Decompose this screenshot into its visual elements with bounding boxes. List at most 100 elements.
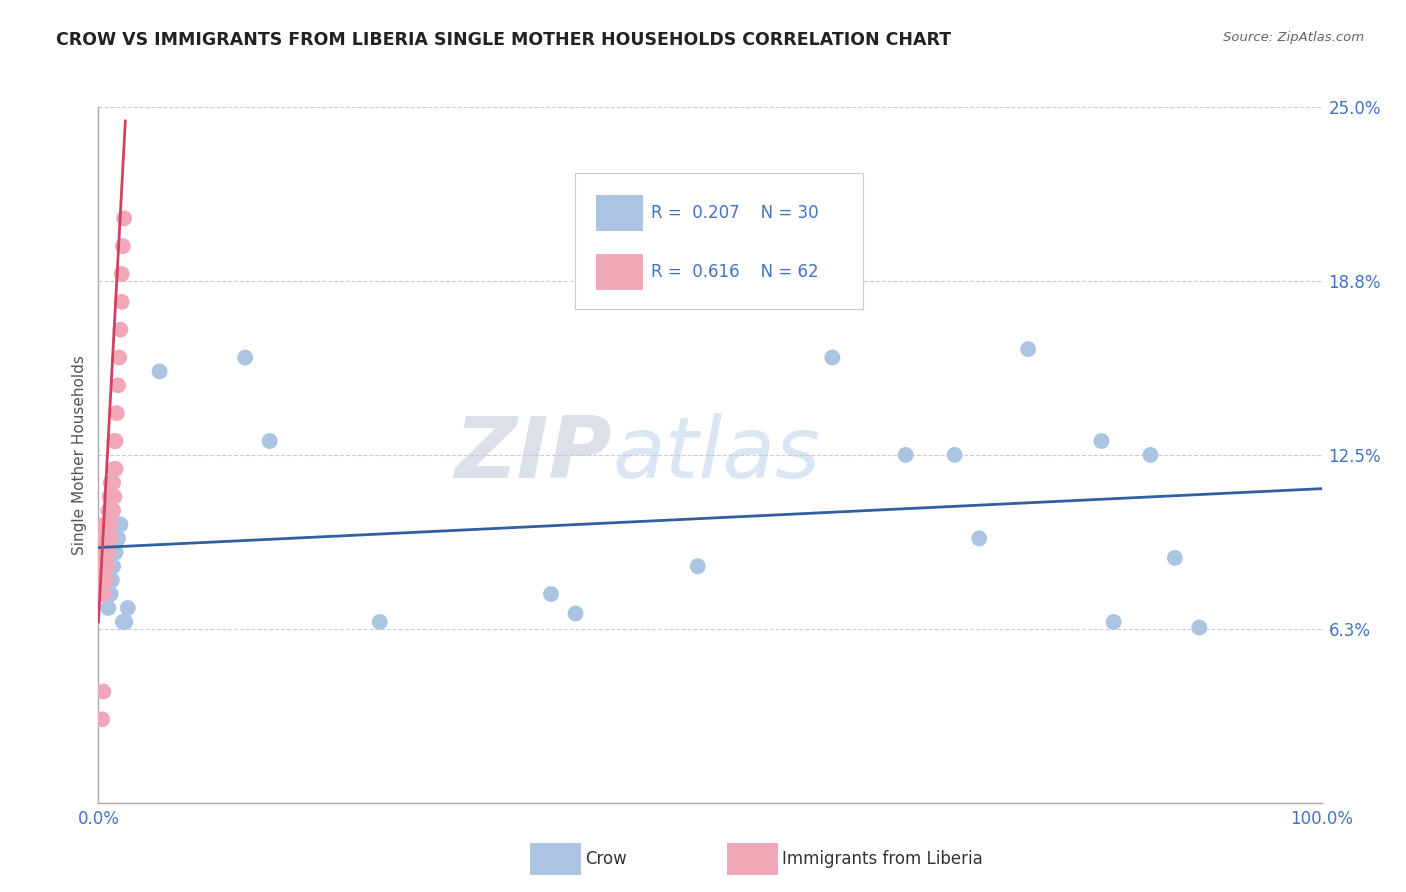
- Point: [98, 503, 121, 517]
- Point: [91, 684, 114, 698]
- Point: [89, 587, 111, 601]
- Point: [105, 406, 128, 420]
- Point: [686, 559, 709, 574]
- Point: [90, 545, 112, 559]
- Point: [94, 545, 117, 559]
- Point: [103, 545, 125, 559]
- FancyBboxPatch shape: [575, 173, 863, 309]
- Point: [97, 532, 120, 546]
- Point: [90, 573, 112, 587]
- Point: [112, 211, 135, 226]
- Point: [103, 462, 125, 476]
- Point: [97, 503, 120, 517]
- Point: [967, 532, 990, 546]
- Point: [89, 559, 111, 574]
- Point: [93, 559, 115, 574]
- Point: [96, 559, 118, 574]
- Point: [1188, 620, 1211, 634]
- Point: [104, 434, 127, 448]
- Point: [108, 517, 131, 532]
- FancyBboxPatch shape: [596, 194, 643, 231]
- Point: [101, 475, 124, 490]
- Point: [96, 545, 118, 559]
- Point: [93, 545, 115, 559]
- Point: [233, 351, 256, 365]
- Point: [98, 532, 121, 546]
- Text: ZIP: ZIP: [454, 413, 612, 497]
- Point: [101, 503, 124, 517]
- Point: [107, 532, 129, 546]
- Point: [111, 267, 134, 281]
- Point: [1090, 434, 1112, 448]
- FancyBboxPatch shape: [596, 254, 643, 290]
- Text: Source: ZipAtlas.com: Source: ZipAtlas.com: [1223, 31, 1364, 45]
- Point: [90, 587, 112, 601]
- Point: [100, 532, 122, 546]
- Point: [1017, 342, 1039, 356]
- Point: [110, 323, 132, 337]
- Point: [91, 573, 114, 587]
- Text: atlas: atlas: [612, 413, 820, 497]
- Point: [97, 545, 120, 559]
- Point: [93, 573, 115, 587]
- Point: [94, 532, 117, 546]
- Point: [1139, 448, 1161, 462]
- Point: [149, 364, 172, 378]
- Point: [107, 378, 129, 392]
- Point: [1102, 615, 1125, 629]
- Point: [96, 532, 118, 546]
- Text: R =  0.616    N = 62: R = 0.616 N = 62: [651, 263, 818, 281]
- Point: [93, 517, 115, 532]
- Point: [103, 490, 125, 504]
- Point: [91, 587, 114, 601]
- Point: [821, 351, 844, 365]
- Point: [94, 517, 117, 532]
- Point: [540, 587, 562, 601]
- Point: [259, 434, 281, 448]
- Point: [1164, 550, 1187, 565]
- Text: CROW VS IMMIGRANTS FROM LIBERIA SINGLE MOTHER HOUSEHOLDS CORRELATION CHART: CROW VS IMMIGRANTS FROM LIBERIA SINGLE M…: [56, 31, 952, 49]
- Point: [104, 545, 127, 559]
- Text: Crow: Crow: [585, 850, 627, 868]
- Point: [98, 517, 121, 532]
- Point: [100, 517, 122, 532]
- Point: [117, 601, 139, 615]
- Point: [93, 532, 115, 546]
- Point: [94, 573, 117, 587]
- Point: [91, 559, 114, 574]
- Text: R =  0.207    N = 30: R = 0.207 N = 30: [651, 204, 818, 222]
- Point: [110, 517, 132, 532]
- Point: [894, 448, 917, 462]
- Point: [368, 615, 391, 629]
- Point: [100, 475, 122, 490]
- Point: [101, 475, 124, 490]
- Point: [97, 517, 120, 532]
- Point: [100, 587, 122, 601]
- Point: [111, 615, 134, 629]
- Point: [98, 490, 121, 504]
- Point: [91, 587, 114, 601]
- Point: [94, 559, 117, 574]
- Point: [96, 517, 118, 532]
- Point: [91, 545, 114, 559]
- Y-axis label: Single Mother Households: Single Mother Households: [72, 355, 87, 555]
- Point: [101, 503, 124, 517]
- Point: [91, 545, 114, 559]
- Point: [101, 559, 124, 574]
- Point: [89, 573, 111, 587]
- Point: [114, 615, 136, 629]
- Point: [97, 601, 120, 615]
- Point: [111, 294, 134, 309]
- Text: Immigrants from Liberia: Immigrants from Liberia: [782, 850, 983, 868]
- Point: [103, 434, 125, 448]
- Point: [101, 573, 124, 587]
- Point: [111, 239, 134, 253]
- Point: [943, 448, 966, 462]
- Point: [108, 351, 131, 365]
- Point: [91, 573, 114, 587]
- Point: [104, 462, 127, 476]
- Point: [91, 559, 114, 574]
- Point: [91, 532, 114, 546]
- Point: [91, 712, 114, 726]
- Point: [105, 532, 128, 546]
